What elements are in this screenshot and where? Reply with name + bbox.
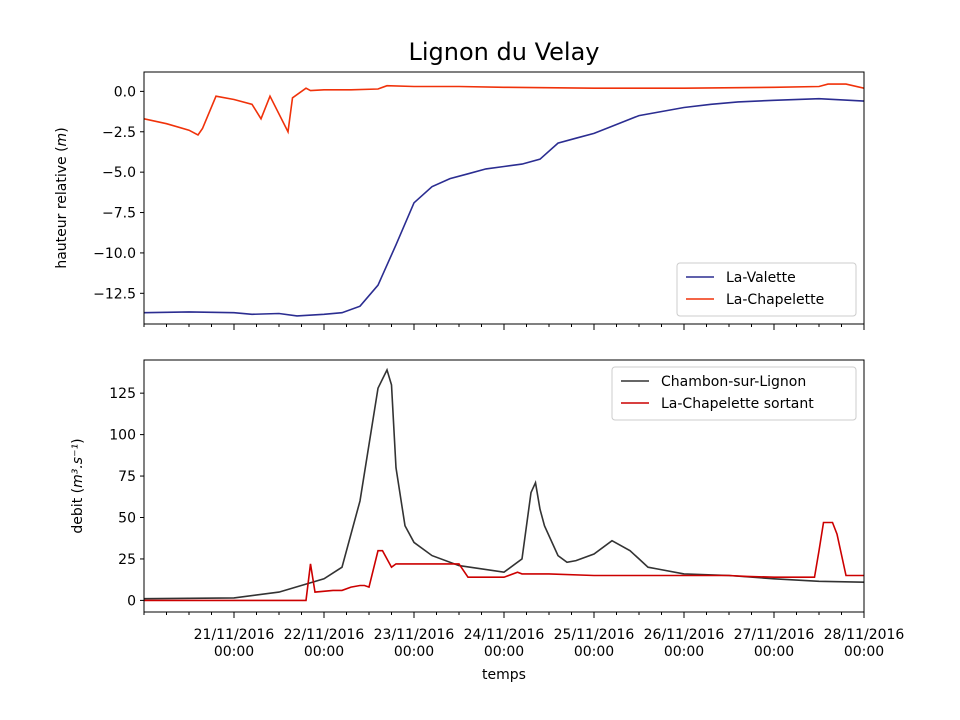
top-y-axis-label-suffix: ) — [54, 127, 70, 132]
top-y-tick-label: −10.0 — [93, 246, 136, 262]
bottom-legend-label-0: Chambon-sur-Lignon — [661, 374, 806, 390]
top-legend-box — [676, 262, 857, 317]
top-legend-label-1: La-Chapelette — [726, 292, 824, 308]
bottom-y-tick-label: 25 — [118, 552, 136, 568]
top-y-tick-label: 0.0 — [114, 84, 136, 100]
bottom-legend-label-1: La-Chapelette sortant — [661, 396, 814, 412]
bottom-y-tick-label: 0 — [127, 593, 136, 609]
bottom-series-line-0 — [144, 367, 864, 600]
bottom-series-line-1 — [144, 521, 864, 602]
bottom-y-axis-label: debit (m³.s⁻¹) — [70, 438, 86, 533]
top-y-axis-label-unit: m — [54, 133, 70, 147]
bottom-y-tick-label: 100 — [109, 428, 136, 444]
x-tick-label-date: 23/11/2016 — [374, 627, 455, 643]
x-tick-label-time: 00:00 — [574, 644, 614, 660]
top-plot-axes: 0.0 −2.5 −5.0 −7.5 −10.0 −12.5 La-Valette La-Ch… — [93, 71, 865, 330]
top-series-line-0 — [144, 97, 864, 317]
chart-title: Lignon du Velay — [409, 38, 600, 66]
x-tick-label-time: 00:00 — [484, 644, 524, 660]
bottom-y-axis-label-suffix: ) — [70, 438, 86, 443]
top-y-tick-label: −12.5 — [93, 286, 136, 302]
bottom-legend-box — [611, 366, 857, 421]
top-y-axis-label: hauteur relative (m) — [54, 127, 70, 268]
top-y-tick-label: −2.5 — [102, 125, 136, 141]
bottom-y-tick-label: 50 — [118, 511, 136, 527]
top-y-axis-label-prefix: hauteur relative ( — [54, 146, 70, 268]
x-axis-label: temps — [482, 667, 526, 683]
x-tick-label-time: 00:00 — [664, 644, 704, 660]
x-tick-label-date: 24/11/2016 — [464, 627, 545, 643]
bottom-y-tick-label: 125 — [109, 386, 136, 402]
x-tick-label-time: 00:00 — [754, 644, 794, 660]
top-legend-label-0: La-Valette — [726, 270, 796, 286]
x-tick-label-time: 00:00 — [394, 644, 434, 660]
top-y-tick-label: −5.0 — [102, 165, 136, 181]
x-tick-label-time: 00:00 — [844, 644, 884, 660]
x-tick-label-date: 22/11/2016 — [284, 627, 365, 643]
bottom-y-tick-label: 75 — [118, 469, 136, 485]
bottom-y-axis-label-unit: m³.s⁻¹ — [70, 444, 86, 488]
x-tick-label-date: 28/11/2016 — [824, 627, 905, 643]
bottom-y-axis-label-prefix: debit ( — [70, 488, 86, 534]
x-tick-label-time: 00:00 — [214, 644, 254, 660]
x-tick-label-date: 27/11/2016 — [734, 627, 815, 643]
x-tick-label-time: 00:00 — [304, 644, 344, 660]
bottom-plot-axes: 0 25 50 75 100 125 Chambon-sur-Lignon La-Chapel… — [109, 359, 905, 660]
x-tick-label-date: 25/11/2016 — [554, 627, 635, 643]
top-series-line-1 — [144, 83, 864, 137]
top-y-tick-label: −7.5 — [102, 206, 136, 222]
x-tick-label-date: 21/11/2016 — [194, 627, 275, 643]
x-tick-label-date: 26/11/2016 — [644, 627, 725, 643]
